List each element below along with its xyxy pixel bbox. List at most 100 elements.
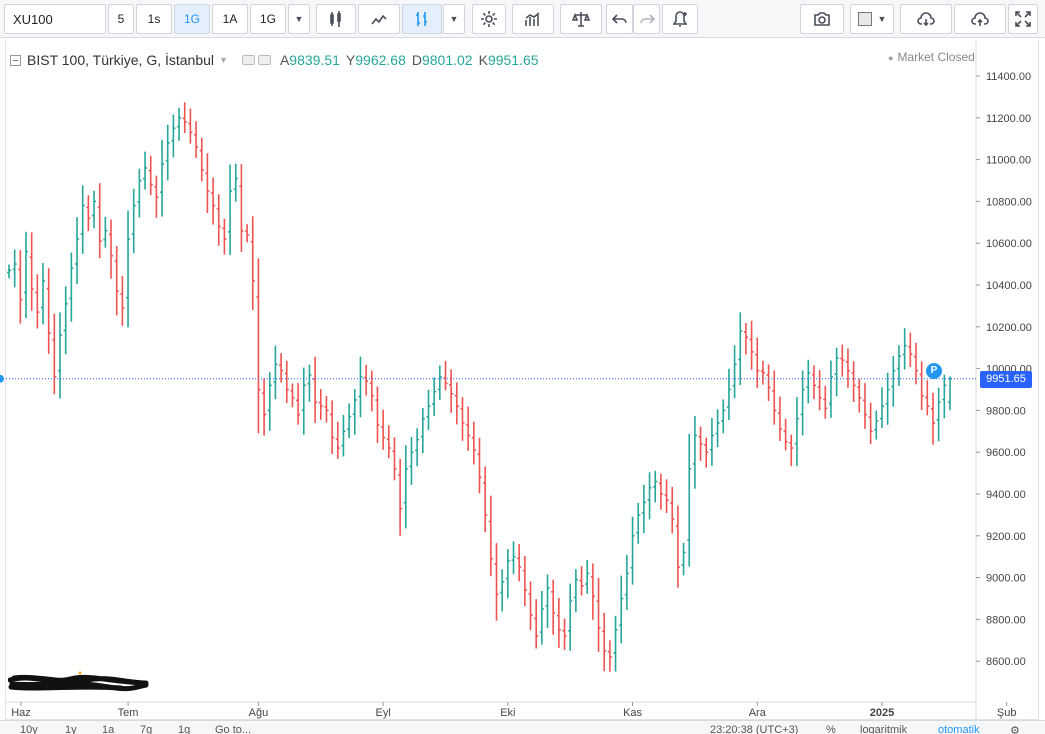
ohlc-bar [658, 473, 663, 510]
x-tick-label: Eyl [375, 707, 390, 719]
y-tick-label: 9000.00 [986, 573, 1026, 585]
chart-type-dropdown-button[interactable]: ▼ [443, 4, 465, 34]
area-chart-button[interactable] [358, 4, 400, 34]
ohlc-bar [256, 258, 261, 434]
ohlc-bar [324, 395, 329, 423]
ohlc-bar [590, 563, 595, 620]
ohlc-bar [233, 163, 238, 202]
ohlc-bar [437, 365, 442, 401]
compare-button[interactable] [560, 4, 602, 34]
ohlc-bar [194, 121, 199, 158]
range-1g-button[interactable]: 1g [178, 724, 191, 734]
symbol-input[interactable]: XU100 [4, 4, 106, 34]
settings-button[interactable] [472, 4, 506, 34]
interval-1s-button[interactable]: 1s [136, 4, 172, 34]
chevron-down-icon: ▼ [449, 14, 459, 24]
gear-icon[interactable]: ⚙ [1010, 725, 1020, 734]
chevron-down-icon: ▼ [294, 14, 304, 24]
ohlc-bar [738, 312, 743, 386]
load-layout-button[interactable] [900, 4, 952, 34]
ohlc-bar [454, 382, 459, 425]
cloud-upload-icon [971, 12, 989, 26]
ohlc-bar [789, 434, 794, 467]
ohlc-bar [624, 554, 629, 610]
range-1a-button[interactable]: 1a [102, 724, 115, 734]
ohlc-bar [63, 286, 68, 355]
ohlc-bar [415, 428, 420, 467]
dividend-marker[interactable]: P [926, 362, 942, 379]
ohlc-bar [131, 188, 136, 254]
ohlc-bar [41, 263, 46, 325]
ohlc-bar [840, 344, 845, 377]
visibility-icon[interactable] [241, 55, 255, 65]
market-status: Market Closed [888, 50, 974, 64]
chart-pane[interactable] [5, 40, 1039, 720]
format-icon[interactable] [257, 55, 271, 65]
close-value: 9951.65 [487, 52, 539, 68]
indicators-button[interactable] [512, 4, 554, 34]
series-title[interactable]: BIST 100, Türkiye, G, İstanbul [27, 52, 215, 68]
candles-button[interactable] [316, 4, 356, 34]
log-toggle[interactable]: logaritmik [860, 724, 908, 734]
go-to-button[interactable]: Go to... [215, 724, 252, 734]
ohlc-bar [551, 579, 556, 635]
ohlc-bar [381, 409, 386, 450]
x-tick-label: Şub [997, 707, 1017, 719]
y-tick-label: 10400.00 [986, 280, 1032, 292]
ohlc-bar [517, 544, 522, 582]
interval-dropdown-button[interactable]: ▼ [288, 4, 310, 34]
ohlc-bar [579, 566, 584, 596]
alert-button[interactable] [662, 4, 698, 34]
percent-toggle[interactable]: % [826, 724, 836, 734]
open-label: A [279, 52, 290, 68]
ohlc-bar [109, 219, 114, 279]
undo-button[interactable] [606, 4, 633, 34]
collapse-legend-icon[interactable] [10, 54, 21, 66]
ohlc-bar [352, 388, 357, 435]
chevron-down-icon[interactable]: ▼ [219, 55, 228, 65]
interval-5-button[interactable]: 5 [108, 4, 134, 34]
series-legend: BIST 100, Türkiye, G, İstanbul ▼ A 9839.5… [10, 50, 539, 70]
fullscreen-button[interactable] [1008, 4, 1038, 34]
candles-icon [330, 11, 341, 27]
ohlc-bar [698, 426, 703, 461]
ohlc-bar [721, 399, 726, 434]
range-1y-button[interactable]: 1y [65, 724, 77, 734]
ohlc-bar [500, 569, 505, 612]
interval-1a-button[interactable]: 1A [212, 4, 248, 34]
ohlc-bar [35, 274, 40, 329]
ohlc-bar [114, 246, 119, 316]
redacted-watermark [8, 671, 149, 692]
chevron-down-icon: ▼ [877, 14, 887, 24]
ohlc-bar [919, 361, 924, 411]
ohlc-bar [188, 108, 193, 144]
range-7g-button[interactable]: 7g [140, 724, 153, 734]
ohlc-bar [596, 577, 601, 652]
ohlc-bar [69, 252, 74, 322]
area-icon [371, 14, 387, 25]
redo-button[interactable] [633, 4, 660, 34]
ohlc-bar [732, 345, 737, 399]
interval-1g-alt-button[interactable]: 1G [250, 4, 286, 34]
ohlc-bar [432, 377, 437, 417]
ohlc-bar [386, 425, 391, 459]
ohlc-bar [726, 368, 731, 421]
snapshot-button[interactable] [800, 4, 844, 34]
low-label: D [411, 52, 422, 68]
range-10y-button[interactable]: 10y [20, 724, 38, 734]
auto-scale-toggle[interactable]: otomatik [938, 724, 980, 734]
close-label: K [478, 52, 488, 68]
ohlc-bar [449, 369, 454, 413]
bars-chart-button[interactable] [402, 4, 442, 34]
color-picker-button[interactable]: ▼ [850, 4, 894, 34]
save-layout-button[interactable] [954, 4, 1006, 34]
ohlc-bar [743, 323, 748, 355]
interval-1g-button[interactable]: 1G [174, 4, 210, 34]
high-value: 9962.68 [355, 52, 406, 68]
y-tick-label: 9800.00 [986, 405, 1026, 417]
ohlc-bar [426, 389, 431, 430]
ohlc-bar [290, 383, 295, 408]
ohlc-bar [675, 505, 680, 588]
ohlc-bar [313, 356, 318, 423]
